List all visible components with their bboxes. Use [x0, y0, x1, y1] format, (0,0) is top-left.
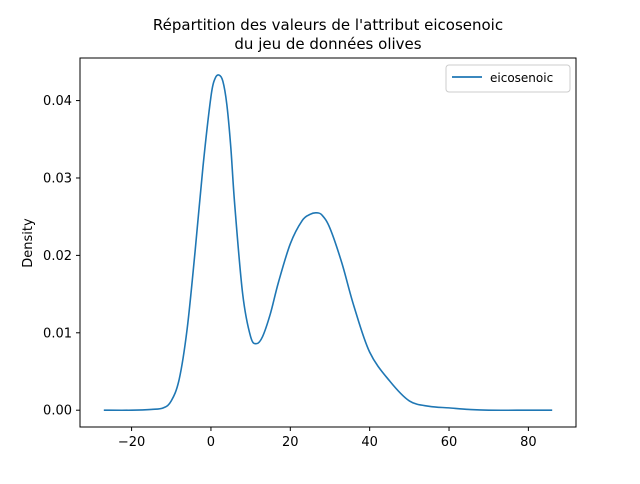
x-tick-label: 0 [207, 435, 215, 450]
x-tick-label: −20 [118, 435, 145, 450]
x-tick-label: 60 [441, 435, 458, 450]
y-axis-label: Density [21, 218, 36, 268]
series-line-eicosenoic [103, 74, 553, 412]
y-tick-label: 0.02 [43, 249, 72, 264]
x-tick-label: 80 [520, 435, 537, 450]
x-tick-label: 20 [282, 435, 299, 450]
chart-title-line2: du jeu de données olives [234, 35, 421, 53]
y-tick-label: 0.01 [43, 326, 72, 341]
y-tick-label: 0.00 [43, 404, 72, 419]
y-axis: 0.00 0.01 0.02 0.03 0.04 [43, 94, 80, 419]
x-tick-label: 40 [361, 435, 378, 450]
chart-title-line1: Répartition des valeurs de l'attribut ei… [153, 16, 503, 34]
x-axis: −20 0 20 40 60 80 [118, 427, 537, 450]
y-tick-label: 0.03 [43, 171, 72, 186]
legend: eicosenoic [445, 64, 571, 93]
legend-label-eicosenoic: eicosenoic [490, 71, 553, 85]
y-tick-label: 0.04 [43, 94, 72, 109]
plot-area: −20 0 20 40 60 80 0.00 0.01 0.02 0.03 0.04 [43, 57, 577, 450]
axes-frame [79, 57, 577, 428]
legend-box [445, 64, 571, 93]
